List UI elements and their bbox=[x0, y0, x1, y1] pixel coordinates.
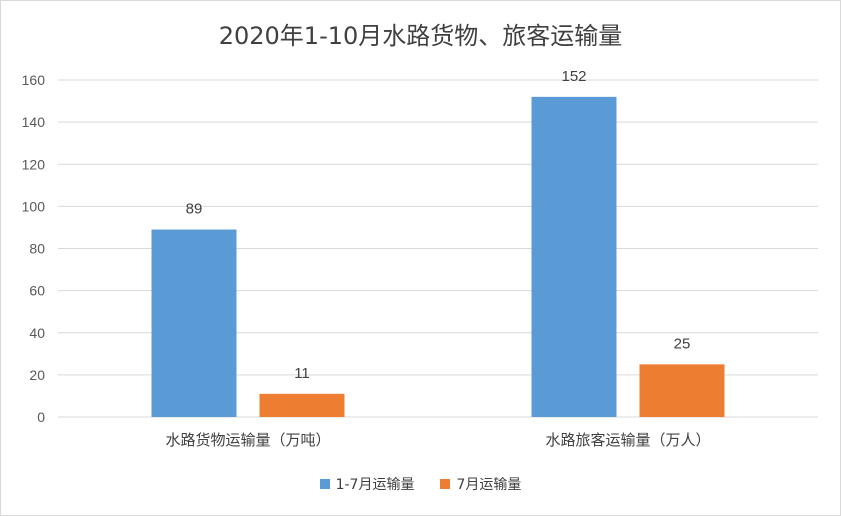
legend-item-series-1: 1-7月运输量 bbox=[319, 474, 415, 494]
bar bbox=[259, 393, 345, 417]
x-category-label: 水路旅客运输量（万人） bbox=[545, 431, 710, 449]
y-tick-label: 20 bbox=[29, 367, 45, 383]
data-label: 89 bbox=[186, 201, 203, 218]
legend: 1-7月运输量 7月运输量 bbox=[0, 474, 841, 494]
legend-swatch-series-1 bbox=[319, 479, 330, 489]
data-label: 25 bbox=[674, 335, 691, 352]
bar bbox=[531, 96, 617, 417]
legend-label-series-1: 1-7月运输量 bbox=[335, 477, 415, 493]
data-label: 11 bbox=[294, 365, 310, 382]
bar bbox=[151, 229, 237, 417]
y-tick-label: 140 bbox=[22, 114, 46, 130]
y-tick-label: 80 bbox=[29, 241, 45, 257]
bar bbox=[639, 364, 725, 417]
data-label: 152 bbox=[561, 68, 586, 85]
y-tick-label: 100 bbox=[22, 198, 46, 214]
y-tick-label: 40 bbox=[29, 325, 45, 341]
y-tick-label: 0 bbox=[37, 409, 45, 425]
chart-title: 2020年1-10月水路货物、旅客运输量 bbox=[218, 22, 623, 50]
x-category-label: 水路货物运输量（万吨） bbox=[165, 431, 330, 449]
legend-swatch-series-2 bbox=[440, 479, 451, 489]
y-tick-label: 120 bbox=[22, 156, 46, 172]
legend-label-series-2: 7月运输量 bbox=[456, 477, 522, 493]
legend-item-series-2: 7月运输量 bbox=[440, 474, 521, 494]
y-tick-label: 60 bbox=[29, 283, 45, 299]
y-tick-label: 160 bbox=[22, 72, 46, 88]
